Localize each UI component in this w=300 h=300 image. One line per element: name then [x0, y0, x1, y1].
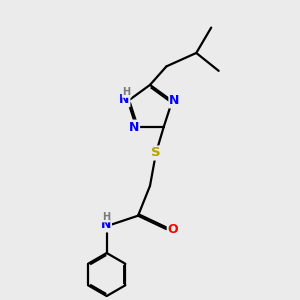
Text: S: S [151, 146, 161, 160]
Text: O: O [168, 223, 178, 236]
Text: N: N [119, 93, 130, 106]
Text: H: H [123, 87, 131, 97]
Text: N: N [169, 94, 180, 107]
Text: N: N [129, 121, 139, 134]
Text: H: H [102, 212, 110, 222]
Text: N: N [100, 218, 111, 232]
